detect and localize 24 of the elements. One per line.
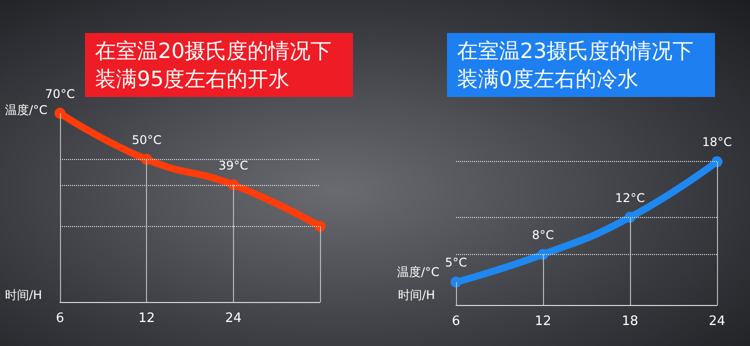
data-label: 39°C (218, 158, 248, 172)
x-tick-label: 18 (622, 314, 638, 329)
data-label: 70°C (45, 86, 75, 101)
x-tick-label: 6 (56, 311, 64, 326)
x-tick-label: 12 (534, 314, 552, 329)
y-axis-title: 温度/°C (5, 103, 48, 117)
chart-title: 在室温20摄氏度的情况下装满95度左右的开水 (95, 39, 332, 91)
data-label: 5°C (444, 256, 468, 270)
data-label: 12°C (615, 190, 645, 205)
point (450, 276, 462, 288)
point (54, 108, 66, 119)
x-axis-title: 时间/H (5, 288, 42, 302)
point (712, 156, 722, 168)
x-tick-label: 12 (138, 311, 155, 326)
data-label: 8°C (532, 228, 554, 242)
x-tick-label: 6 (452, 314, 460, 329)
data-label: 50°C (132, 132, 162, 147)
x-tick-label: 24 (225, 311, 242, 326)
x-tick-label: 24 (708, 314, 726, 329)
x-axis-title: 时间/H (398, 288, 436, 302)
y-axis-title: 温度/°C (397, 265, 440, 279)
point (314, 220, 326, 232)
data-label: 18°C (702, 135, 732, 150)
chart-title: 在室温23摄氏度的情况下装满0度左右的冷水 (457, 39, 694, 91)
